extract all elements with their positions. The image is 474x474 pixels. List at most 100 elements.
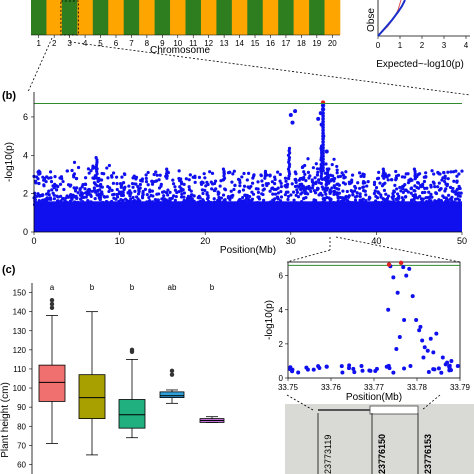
manhattan-x-tick-label: 10 <box>115 236 125 246</box>
zoom-guide-left <box>27 37 53 93</box>
chromosome-tick-label: 8 <box>145 39 150 48</box>
snp-point <box>230 195 234 199</box>
snp-point <box>150 179 154 183</box>
snp-point <box>335 191 339 195</box>
snp-point <box>422 179 427 184</box>
snp-point <box>134 175 139 180</box>
chromosome-bar-19 <box>309 0 325 35</box>
snp-point <box>382 188 387 192</box>
snp-point <box>81 195 85 199</box>
snp-point <box>276 186 280 190</box>
snp-point <box>384 192 388 196</box>
snp-point <box>429 192 433 196</box>
snp-point <box>322 196 326 200</box>
snp-point <box>396 192 400 196</box>
chromosome-tick-label: 5 <box>98 39 103 48</box>
zoom-point <box>404 273 409 278</box>
snp-point <box>456 203 460 207</box>
snp-point <box>302 196 306 200</box>
zoom-point <box>417 328 422 333</box>
snp-point <box>394 202 398 207</box>
snp-point <box>202 172 206 176</box>
snp-point <box>432 181 436 185</box>
box-group-4: ab <box>159 283 185 404</box>
snp-point <box>452 170 456 174</box>
snp-point <box>206 194 210 198</box>
snp-point <box>118 181 123 186</box>
snp-point <box>330 162 334 167</box>
snp-point <box>177 189 181 194</box>
snp-point <box>403 175 407 179</box>
box-y-tick-label: 80 <box>17 422 26 431</box>
zoom-x-tick-label: 33.76 <box>321 383 342 392</box>
snp-point <box>327 179 331 183</box>
snp-point <box>279 185 284 189</box>
snp-point <box>340 171 344 175</box>
snp-point <box>424 201 429 205</box>
snp-point <box>439 199 443 203</box>
snp-point <box>385 174 389 178</box>
snp-hit-point <box>290 120 295 125</box>
snp-point <box>208 170 212 174</box>
chromosome-tick-label: 2 <box>52 39 57 48</box>
snp-point <box>392 190 397 194</box>
snp-point <box>391 200 395 204</box>
zoom-point <box>431 367 436 372</box>
box-outlier <box>129 347 135 353</box>
snp-point <box>398 185 402 190</box>
gene-structure-panel: 23773119 23776150 23776153 <box>285 394 474 474</box>
snp-point <box>300 176 304 180</box>
snp-point <box>347 203 351 207</box>
snp-point <box>325 195 329 200</box>
snp-point <box>452 179 456 183</box>
qq-x-title: Expected~-log10(p) <box>376 59 464 70</box>
snp-point <box>335 164 339 169</box>
snp-point <box>308 202 313 207</box>
snp-point <box>256 190 261 195</box>
zoom-guide-right <box>69 41 471 96</box>
snp-point <box>222 198 227 202</box>
snp-point <box>345 198 350 203</box>
snp-point <box>381 167 385 171</box>
snp-point <box>457 191 461 195</box>
snp-peak-point <box>321 111 325 115</box>
box-group-1: a <box>38 283 66 444</box>
snp-point <box>293 203 297 207</box>
snp-point <box>353 198 358 202</box>
snp-point <box>434 191 438 195</box>
chromosome-bar-18 <box>293 0 310 35</box>
snp-point <box>417 172 422 176</box>
snp-point <box>304 179 308 183</box>
snp-point <box>302 170 306 174</box>
snp-point <box>85 190 89 194</box>
snp-point <box>360 198 364 202</box>
snp-point <box>323 177 327 182</box>
snp-point <box>201 181 205 185</box>
snp-point <box>212 197 216 201</box>
snp-point <box>413 174 417 178</box>
zoom-point <box>422 345 427 350</box>
box-group-2: b <box>78 283 106 456</box>
snp-point <box>94 155 98 160</box>
snp-point <box>105 166 109 170</box>
snp-point <box>283 193 287 197</box>
snp-peak-point <box>321 128 325 133</box>
zoom-x-tick-label: 33.77 <box>364 383 385 392</box>
snp-point <box>53 175 57 179</box>
snp-point <box>150 189 155 193</box>
snp-point <box>353 195 358 199</box>
snp-point <box>154 179 159 183</box>
snp-point <box>409 198 414 202</box>
snp-point <box>244 196 249 200</box>
zoom-y-tick-label: 0 <box>279 374 284 383</box>
snp-point <box>288 202 292 207</box>
snp-point <box>200 188 205 192</box>
plant-height-boxplot: 60 70 80 90 100 110 120 130 140 150 Plant height (… <box>0 283 225 474</box>
snp-point <box>325 186 330 190</box>
snp-peak-point <box>321 148 325 153</box>
chromosome-tick-label: 16 <box>266 39 275 48</box>
box-body <box>78 374 106 420</box>
snp-point <box>193 174 197 178</box>
snp-point <box>393 183 397 187</box>
snp-point <box>182 198 186 202</box>
